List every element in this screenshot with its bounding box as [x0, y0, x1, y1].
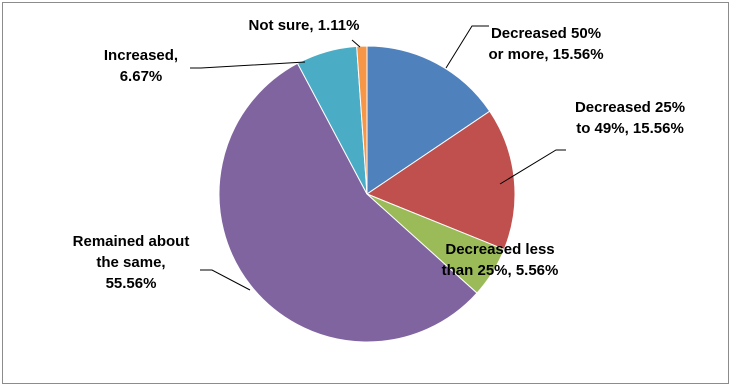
label-leader-lines — [190, 25, 566, 291]
data-label: Remained about the same, 55.56% — [73, 233, 190, 292]
leader-line — [200, 269, 251, 291]
data-label-line: the same, — [96, 254, 165, 271]
data-label-line: or more, 15.56% — [488, 46, 603, 63]
leader-line — [190, 61, 306, 69]
data-labels: Decreased 50% or more, 15.56% Decreased 25… — [73, 17, 685, 292]
pie-slice-remained-about-the-same — [218, 62, 478, 343]
pie-slice-decreased-50-or-more — [366, 45, 491, 195]
data-label-line: Decreased 50% — [491, 25, 601, 42]
data-label-line: Decreased 25% — [575, 99, 685, 116]
leader-line — [351, 39, 361, 48]
data-label-line: 6.67% — [120, 68, 163, 85]
pie-slice-not-sure — [356, 45, 368, 195]
leader-line — [445, 25, 489, 69]
pie-slice-decreased-25-to-49- — [365, 110, 516, 251]
data-label-line: Remained about — [73, 233, 190, 250]
pie-slices — [218, 45, 516, 343]
data-label-line: Not sure, 1.11% — [249, 17, 360, 34]
data-label: Decreased 50% or more, 15.56% — [488, 25, 603, 63]
data-label-line: than 25%, 5.56% — [442, 262, 559, 279]
data-label: Increased, 6.67% — [104, 47, 178, 85]
data-label-line: to 49%, 15.56% — [576, 120, 684, 137]
data-label: Not sure, 1.11% — [249, 17, 360, 34]
data-label-line: Increased, — [104, 47, 178, 64]
data-label: Decreased 25% to 49%, 15.56% — [575, 99, 685, 137]
data-label-line: 55.56% — [106, 275, 157, 292]
data-label: Decreased less than 25%, 5.56% — [442, 241, 559, 279]
data-label-line: Decreased less — [445, 241, 554, 258]
leader-line — [499, 149, 566, 185]
